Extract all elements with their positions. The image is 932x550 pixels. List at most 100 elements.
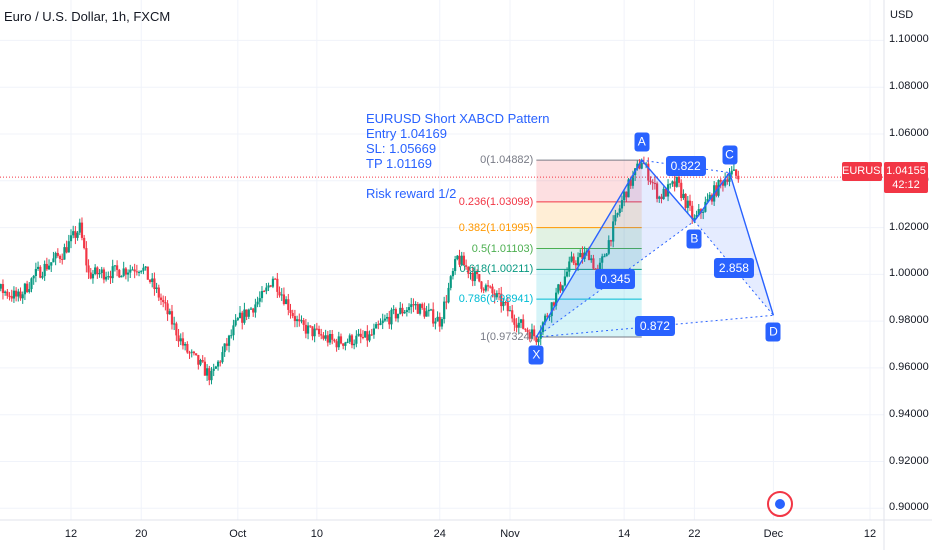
candle-body <box>640 163 643 169</box>
fib-level-label: 0(1.04882) <box>480 154 534 167</box>
candle-body <box>647 163 650 181</box>
candle-body <box>208 368 211 381</box>
candle-body <box>359 333 362 337</box>
candle-body <box>451 271 455 277</box>
y-tick-label: 0.96000 <box>889 360 929 373</box>
candle-body <box>524 328 527 330</box>
candle-body <box>620 200 624 209</box>
candle-body <box>234 320 237 326</box>
candle-body <box>361 336 365 338</box>
x-tick-label: Oct <box>229 528 247 540</box>
pattern-point-b[interactable]: B <box>686 229 702 249</box>
pattern-point-c[interactable]: C <box>722 145 738 165</box>
candle-body <box>728 174 731 182</box>
candle-body <box>519 319 523 323</box>
candle-body <box>225 343 228 346</box>
candle-body <box>383 318 386 321</box>
candle-body <box>293 316 296 322</box>
candle-body <box>54 252 57 259</box>
candle-body <box>653 183 656 185</box>
candle-body <box>568 261 571 272</box>
candle-body <box>100 269 103 273</box>
candle-body <box>629 179 632 186</box>
candle-body <box>491 286 494 294</box>
fib-zone <box>536 201 642 228</box>
candle-body <box>184 343 187 346</box>
y-tick-label: 1.10000 <box>889 33 929 46</box>
pattern-ratio-label: 2.858 <box>713 258 754 279</box>
candle-body <box>364 331 367 338</box>
candle-body <box>269 285 272 287</box>
candle-body <box>285 299 288 305</box>
candle-body <box>572 256 575 264</box>
candle-body <box>638 163 641 169</box>
candle-body <box>388 316 391 325</box>
candle-body <box>462 255 466 266</box>
fib-retracement <box>536 159 642 338</box>
candle-body <box>693 217 696 219</box>
candle-body <box>440 319 444 327</box>
candle-body <box>552 302 556 306</box>
candle-body <box>410 304 413 308</box>
candle-body <box>607 240 610 254</box>
candle-body <box>379 323 382 325</box>
candle-body <box>168 311 171 315</box>
candle-body <box>682 193 685 199</box>
candle-body <box>21 294 24 299</box>
candle-body <box>421 304 424 308</box>
candle-body <box>486 285 490 287</box>
candle-body <box>546 315 549 317</box>
candle-body <box>372 328 376 335</box>
candle-body <box>107 276 110 278</box>
candle-body <box>91 273 95 279</box>
candle-body <box>210 370 213 381</box>
candle-body <box>120 275 123 278</box>
y-tick-label: 0.98000 <box>889 314 929 327</box>
candle-body <box>157 287 160 298</box>
candle-body <box>188 352 191 354</box>
x-tick-label: 10 <box>310 528 323 540</box>
candle-body <box>36 266 40 269</box>
candle-body <box>45 263 48 270</box>
candle-body <box>394 309 397 319</box>
candle-body <box>721 181 725 186</box>
candle-body <box>181 338 185 346</box>
bar-countdown: 42:12 <box>892 179 920 191</box>
candle-body <box>195 353 198 356</box>
x-tick-label: 14 <box>618 528 631 540</box>
candle-body <box>348 335 351 342</box>
candle-body <box>598 262 602 271</box>
candle-body <box>660 196 663 200</box>
candle-body <box>69 235 73 242</box>
candle-body <box>392 309 395 311</box>
candle-body <box>111 266 114 279</box>
pattern-point-x[interactable]: X <box>528 345 544 365</box>
candle-body <box>6 291 9 296</box>
candle-body <box>17 291 20 297</box>
candle-body <box>576 257 580 266</box>
candle-body <box>609 240 613 242</box>
candle-body <box>78 222 81 233</box>
fib-zone <box>536 227 642 249</box>
candle-body <box>688 200 692 206</box>
chart-title: Euro / U.S. Dollar, 1h, FXCM <box>4 9 171 24</box>
candle-body <box>601 256 604 263</box>
x-tick-label: Dec <box>763 528 784 540</box>
candle-body <box>412 304 415 306</box>
x-tick-label: 12 <box>863 528 877 540</box>
pattern-ratio-label: 0.872 <box>634 316 675 337</box>
pattern-point-d[interactable]: D <box>765 322 781 342</box>
candle-body <box>557 284 560 293</box>
candle-body <box>243 309 246 323</box>
candle-body <box>418 304 422 314</box>
candle-body <box>471 272 474 282</box>
candles <box>0 156 884 386</box>
candle-body <box>401 307 404 314</box>
candle-body <box>155 287 158 289</box>
note-line: SL: 1.05669 <box>366 141 437 156</box>
pattern-point-a[interactable]: A <box>634 132 650 152</box>
candle-body <box>403 312 406 314</box>
tradingview-logo-icon[interactable] <box>767 491 793 517</box>
candle-body <box>710 194 714 202</box>
